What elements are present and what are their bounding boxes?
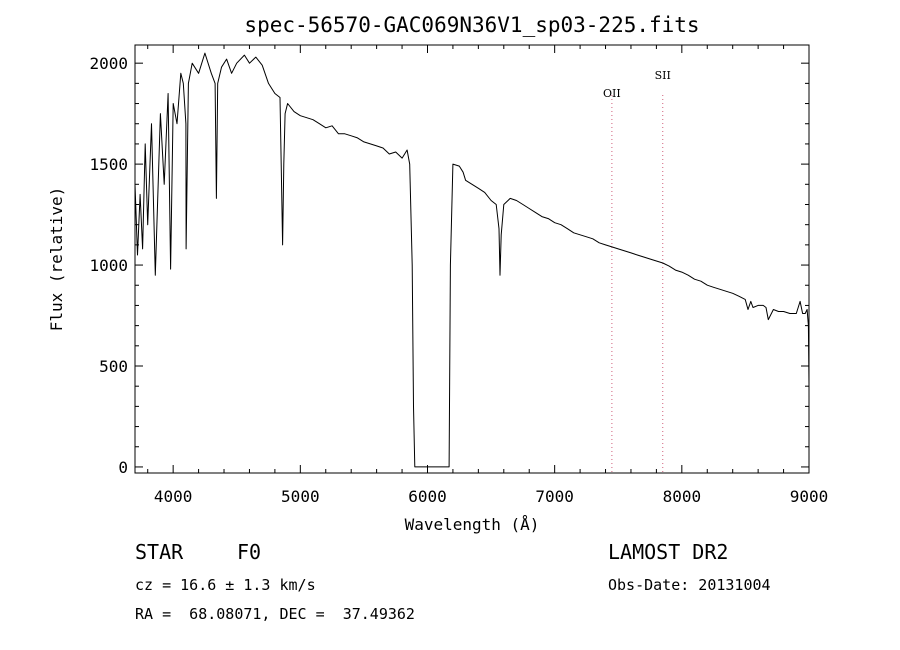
x-tick-label: 6000: [408, 487, 447, 506]
x-tick-label: 9000: [790, 487, 829, 506]
survey-name: LAMOST DR2: [608, 540, 729, 564]
line-label-oii: OII: [603, 87, 621, 100]
spectrum-line: [134, 52, 810, 468]
line-label-sii: SII: [655, 69, 671, 82]
x-tick-label: 5000: [281, 487, 320, 506]
x-tick-label: 4000: [154, 487, 193, 506]
y-tick-label: 2000: [89, 54, 128, 73]
y-tick-label: 0: [118, 458, 128, 477]
y-tick-label: 500: [99, 357, 128, 376]
redshift-text: cz = 16.6 ± 1.3 km/s: [135, 576, 316, 594]
x-tick-label: 7000: [535, 487, 574, 506]
x-axis-label: Wavelength (Å): [405, 515, 540, 534]
y-tick-label: 1000: [89, 256, 128, 275]
chart-title: spec-56570-GAC069N36V1_sp03-225.fits: [244, 13, 699, 37]
y-axis-label: Flux (relative): [47, 187, 66, 332]
y-tick-label: 1500: [89, 155, 128, 174]
x-tick-label: 8000: [663, 487, 702, 506]
object-class: STAR: [135, 540, 184, 564]
obs-date-text: Obs-Date: 20131004: [608, 576, 771, 594]
object-subclass: F0: [237, 540, 262, 564]
spectrum-chart: spec-56570-GAC069N36V1_sp03-225.fits OII…: [47, 13, 829, 534]
plot-frame: [134, 44, 810, 474]
coordinates-text: RA = 68.08071, DEC = 37.49362: [135, 605, 415, 623]
